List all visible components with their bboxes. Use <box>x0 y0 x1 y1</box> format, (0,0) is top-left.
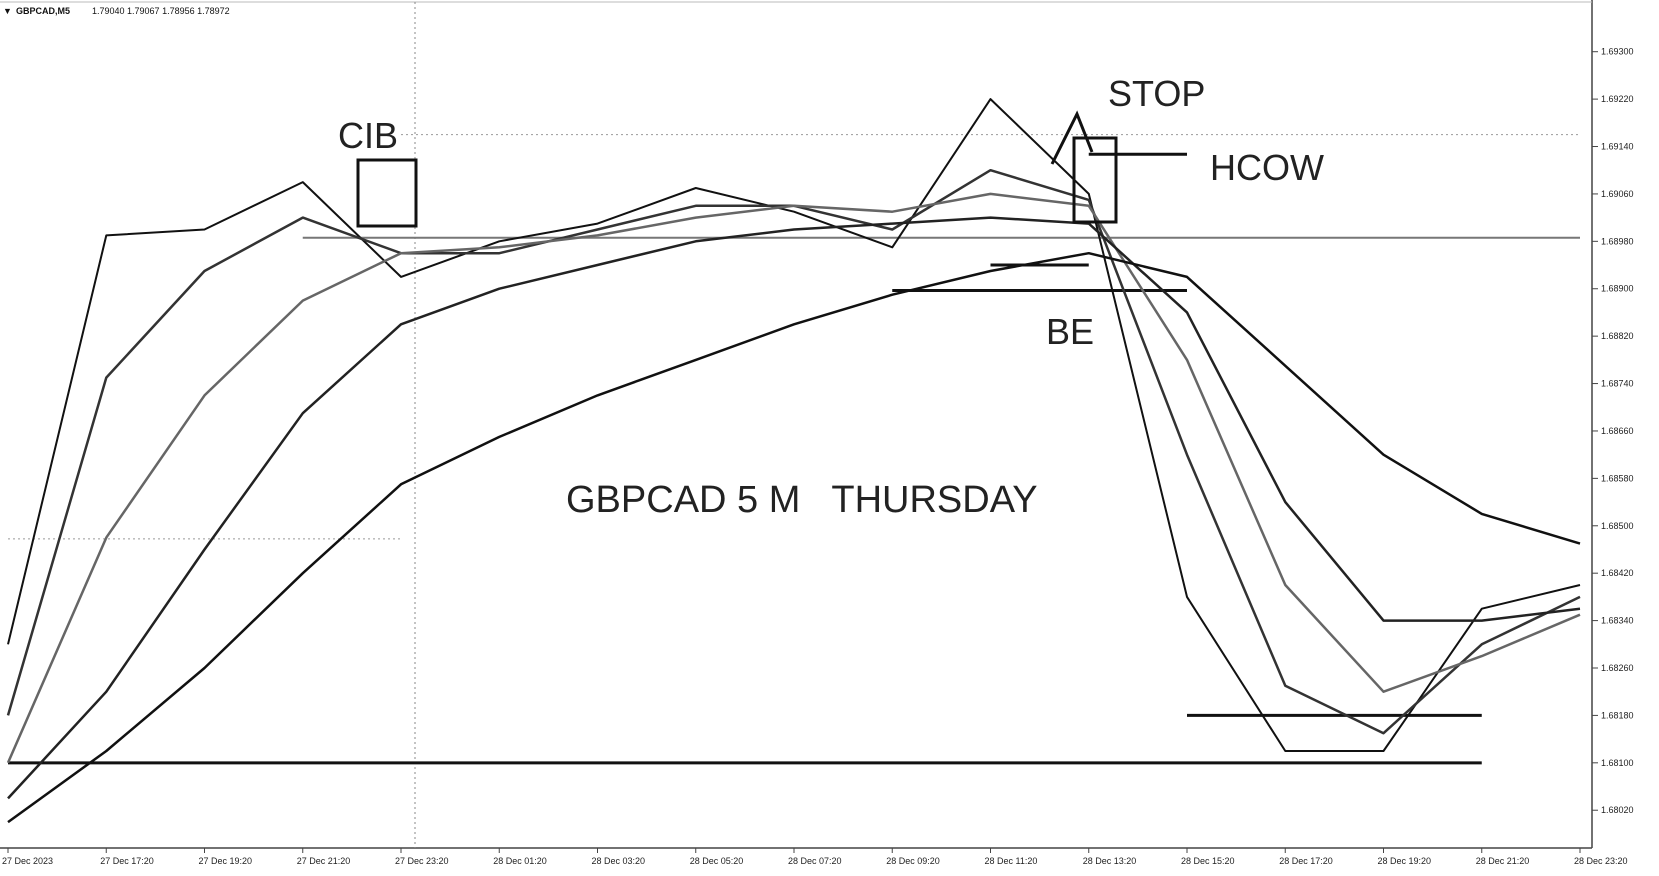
time-tick-label: 28 Dec 21:20 <box>1476 856 1530 866</box>
time-tick-label: 27 Dec 17:20 <box>100 856 154 866</box>
ohlc-label: 1.79040 1.79067 1.78956 1.78972 <box>92 6 230 16</box>
price-tick-label: 1.68340 <box>1601 616 1634 626</box>
time-tick-label: 28 Dec 13:20 <box>1083 856 1137 866</box>
time-tick-label: 28 Dec 01:20 <box>493 856 547 866</box>
price-tick-label: 1.68260 <box>1601 663 1634 673</box>
header-marker: ▼ <box>3 6 12 16</box>
time-tick-label: 27 Dec 23:20 <box>395 856 449 866</box>
price-tick-label: 1.68020 <box>1601 805 1634 815</box>
time-tick-label: 28 Dec 17:20 <box>1279 856 1333 866</box>
price-axis: 1.69300 1.69220 1.69140 1.69060 1.68980 1.689… <box>1592 47 1634 815</box>
series-line-3 <box>7 216 1581 800</box>
price-tick-label: 1.68900 <box>1601 284 1634 294</box>
annotation-stop: STOP <box>1108 73 1205 114</box>
price-tick-label: 1.68420 <box>1601 568 1634 578</box>
annotation-hcow: HCOW <box>1210 147 1324 188</box>
time-tick-label: 28 Dec 15:20 <box>1181 856 1235 866</box>
price-tick-label: 1.69220 <box>1601 94 1634 104</box>
stop-triangle <box>1050 110 1094 165</box>
series-line-0 <box>7 98 1581 752</box>
price-tick-label: 1.68100 <box>1601 758 1634 768</box>
time-tick-label: 28 Dec 23:20 <box>1574 856 1628 866</box>
chart-caption: GBPCAD 5 M THURSDAY <box>566 479 1038 521</box>
symbol-label: GBPCAD,M5 <box>16 6 70 16</box>
hcow-box <box>1072 136 1118 224</box>
price-tick-label: 1.69300 <box>1601 47 1634 57</box>
time-tick-label: 28 Dec 07:20 <box>788 856 842 866</box>
time-tick-label: 27 Dec 2023 <box>2 856 53 866</box>
time-tick-label: 27 Dec 21:20 <box>297 856 351 866</box>
time-tick-label: 28 Dec 03:20 <box>592 856 646 866</box>
time-tick-label: 28 Dec 11:20 <box>985 856 1038 866</box>
price-tick-label: 1.68980 <box>1601 236 1634 246</box>
price-tick-label: 1.68580 <box>1601 473 1634 483</box>
price-tick-label: 1.68500 <box>1601 521 1634 531</box>
price-tick-label: 1.69060 <box>1601 189 1634 199</box>
time-tick-label: 27 Dec 19:20 <box>199 856 253 866</box>
time-tick-label: 28 Dec 09:20 <box>886 856 940 866</box>
price-tick-label: 1.68740 <box>1601 379 1634 389</box>
header: ▼ GBPCAD,M5 1.79040 1.79067 1.78956 1.78… <box>3 6 230 16</box>
series-line-2 <box>6 192 1581 764</box>
series-line-4 <box>7 251 1581 824</box>
cib-box <box>356 158 418 228</box>
price-tick-label: 1.68820 <box>1601 331 1634 341</box>
time-tick-label: 28 Dec 19:20 <box>1378 856 1432 866</box>
annotation-cib: CIB <box>338 115 398 156</box>
price-tick-label: 1.68180 <box>1601 710 1634 720</box>
price-tick-label: 1.68660 <box>1601 426 1634 436</box>
annotation-be: BE <box>1046 311 1094 352</box>
plot-area <box>0 0 1592 848</box>
price-tick-label: 1.69140 <box>1601 142 1634 152</box>
moving-averages <box>6 98 1581 824</box>
time-tick-label: 28 Dec 05:20 <box>690 856 744 866</box>
time-axis: 27 Dec 2023 27 Dec 17:20 27 Dec 19:20 27 De… <box>2 848 1628 866</box>
